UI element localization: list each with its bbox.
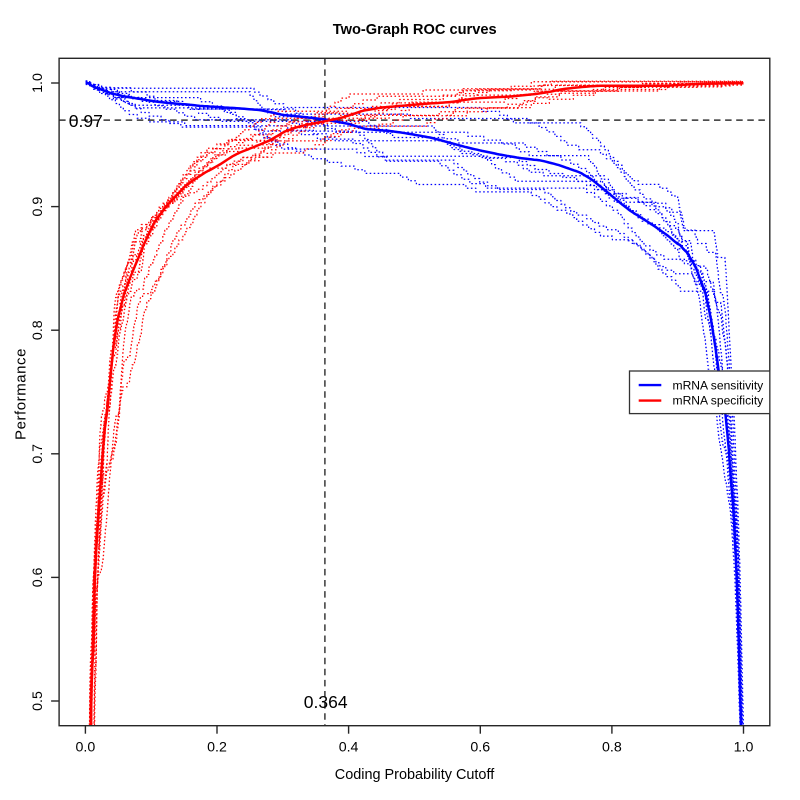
svg-text:0.6: 0.6: [30, 567, 46, 587]
svg-text:0.9: 0.9: [30, 197, 46, 217]
svg-text:0.0: 0.0: [76, 740, 96, 756]
svg-text:0.7: 0.7: [30, 444, 46, 464]
svg-text:0.8: 0.8: [602, 740, 622, 756]
svg-text:1.0: 1.0: [734, 740, 754, 756]
svg-text:0.4: 0.4: [339, 740, 359, 756]
svg-text:mRNA sensitivity: mRNA sensitivity: [673, 378, 765, 392]
svg-text:0.2: 0.2: [207, 740, 227, 756]
svg-text:0.8: 0.8: [30, 320, 46, 340]
svg-text:mRNA specificity: mRNA specificity: [673, 394, 765, 408]
svg-text:Coding Probability Cutoff: Coding Probability Cutoff: [335, 767, 495, 783]
svg-text:0.364: 0.364: [304, 692, 348, 712]
svg-text:Two-Graph ROC curves: Two-Graph ROC curves: [333, 22, 497, 38]
svg-text:0.97: 0.97: [69, 111, 103, 131]
svg-text:0.6: 0.6: [470, 740, 490, 756]
svg-text:0.5: 0.5: [30, 691, 46, 711]
svg-text:Performance: Performance: [13, 348, 30, 440]
svg-text:1.0: 1.0: [30, 73, 46, 93]
